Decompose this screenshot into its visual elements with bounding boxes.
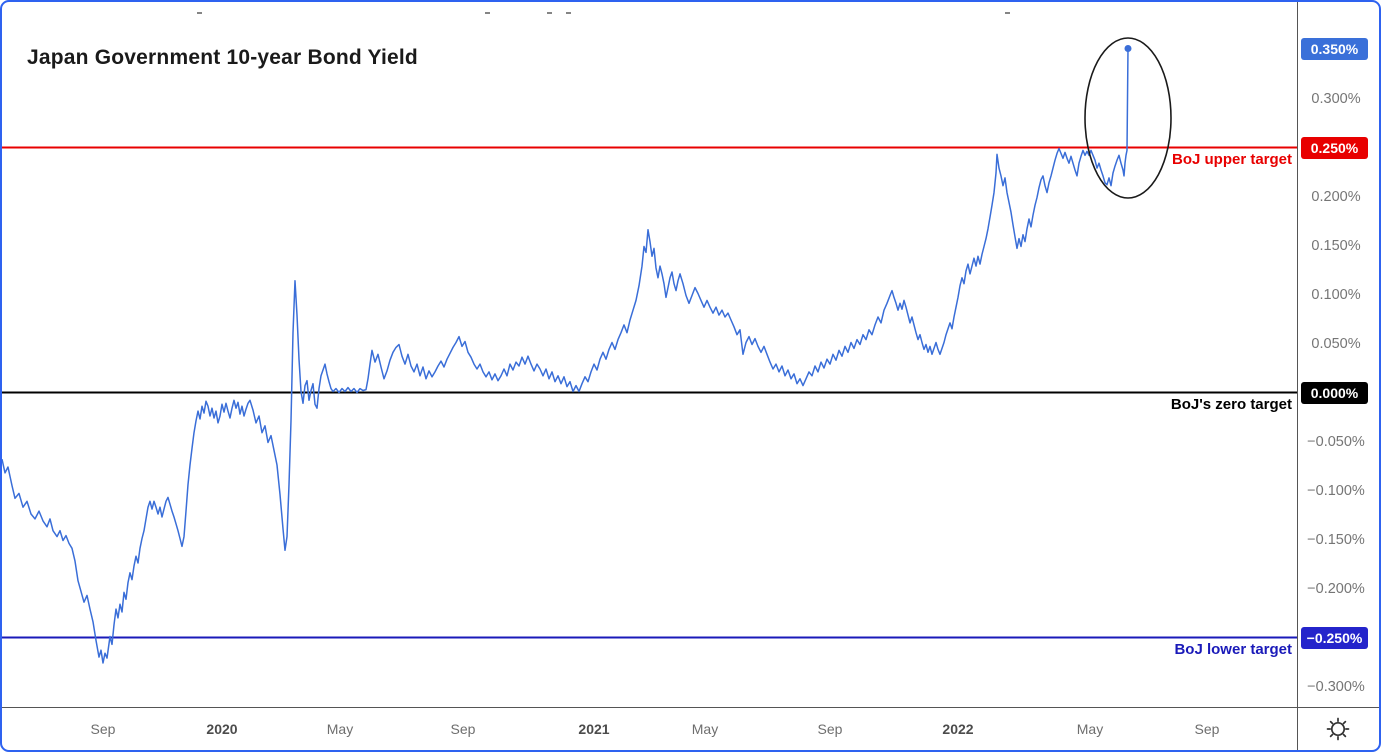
cropped-text-remnant <box>547 12 552 14</box>
lower-target-label: BoJ lower target <box>1174 640 1292 658</box>
cropped-text-remnant <box>485 12 490 14</box>
price-axis-separator <box>1297 0 1298 752</box>
time-tick-month: May <box>326 721 354 737</box>
time-tick-month: May <box>1076 721 1104 737</box>
zero-target-label: BoJ's zero target <box>1170 395 1292 413</box>
price-tick: −0.200% <box>1307 580 1365 597</box>
time-tick-month: Sep <box>90 721 116 737</box>
cropped-text-remnant <box>197 12 202 14</box>
spike-ellipse-annotation <box>1084 37 1172 199</box>
last-price-dot <box>1124 45 1132 53</box>
chart-title: Japan Government 10-year Bond Yield <box>27 46 418 69</box>
time-tick-year: 2021 <box>578 721 610 737</box>
time-axis-separator <box>0 707 1381 708</box>
time-tick-month: Sep <box>450 721 476 737</box>
price-tick: 0.150% <box>1311 237 1361 254</box>
plot-area[interactable] <box>0 0 1297 707</box>
time-axis[interactable]: Sep 2020 May Sep 2021 May Sep 2022 May Sep <box>0 708 1297 752</box>
time-tick-year: 2020 <box>206 721 238 737</box>
upper-target-label: BoJ upper target <box>1171 150 1292 168</box>
price-tick: −0.300% <box>1307 678 1365 695</box>
price-tick: 0.200% <box>1311 188 1361 205</box>
cropped-text-remnant <box>566 12 571 14</box>
price-tick: −0.050% <box>1307 433 1365 450</box>
price-tick: −0.100% <box>1307 482 1365 499</box>
time-tick-month: May <box>691 721 719 737</box>
time-tick-month: Sep <box>817 721 843 737</box>
last-price-badge: 0.350% <box>1301 37 1368 60</box>
upper-target-badge: 0.250% <box>1301 136 1368 159</box>
time-tick-year: 2022 <box>942 721 974 737</box>
price-tick: 0.050% <box>1311 335 1361 352</box>
price-tick: −0.150% <box>1307 531 1365 548</box>
settings-gear-button[interactable] <box>1298 708 1378 750</box>
time-tick-month: Sep <box>1194 721 1220 737</box>
yield-series-line <box>1 48 1129 664</box>
lower-target-badge: −0.250% <box>1301 626 1368 649</box>
price-axis[interactable]: 0.300% 0.200% 0.150% 0.100% 0.050% −0.050% −0.… <box>1298 0 1378 707</box>
cropped-text-remnant <box>1005 12 1010 14</box>
zero-target-badge: 0.000% <box>1301 381 1368 404</box>
price-tick: 0.300% <box>1311 90 1361 107</box>
gear-icon <box>1326 717 1350 741</box>
price-tick: 0.100% <box>1311 286 1361 303</box>
